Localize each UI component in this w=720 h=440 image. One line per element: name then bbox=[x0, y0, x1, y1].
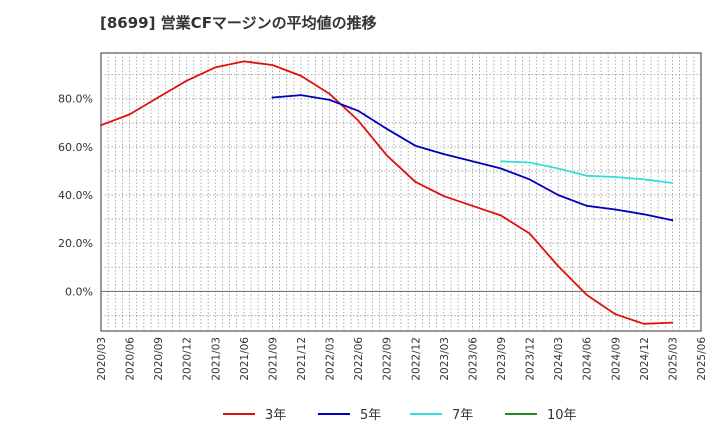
y-tick-label: 0.0% bbox=[65, 285, 93, 298]
y-tick-label: 40.0% bbox=[58, 189, 93, 202]
x-tick-label: 2022/12 bbox=[410, 337, 422, 381]
legend-label: 7年 bbox=[452, 408, 473, 423]
x-tick-label: 2022/09 bbox=[382, 337, 394, 381]
x-tick-label: 2020/09 bbox=[153, 337, 165, 381]
x-tick-label: 2024/09 bbox=[610, 337, 622, 381]
series-line bbox=[271, 94, 674, 222]
x-tick-label: 2023/12 bbox=[525, 337, 537, 381]
y-tick-label: 80.0% bbox=[58, 93, 93, 106]
x-tick-label: 2024/06 bbox=[582, 337, 594, 381]
x-tick-label: 2021/06 bbox=[239, 337, 251, 381]
plot-area bbox=[100, 52, 702, 332]
x-axis-ticks: 2020/03 2020/06 2020/09 2020/12 2021/03 2021/… bbox=[96, 337, 708, 381]
x-tick-label: 2021/12 bbox=[296, 337, 308, 381]
grid-horizontal bbox=[101, 74, 701, 316]
x-tick-label: 2023/06 bbox=[467, 337, 479, 381]
grid-vertical bbox=[107, 53, 695, 331]
y-tick-label: 20.0% bbox=[58, 237, 93, 250]
legend-label: 10年 bbox=[547, 408, 577, 423]
x-tick-label: 2025/03 bbox=[667, 337, 679, 381]
x-tick-label: 2024/03 bbox=[553, 337, 565, 381]
x-tick-label: 2020/12 bbox=[182, 337, 194, 381]
x-tick-label: 2024/12 bbox=[639, 337, 651, 381]
chart-title: [8699] 営業CFマージンの平均値の推移 bbox=[100, 14, 377, 32]
series-line bbox=[100, 60, 674, 325]
x-tick-label: 2020/03 bbox=[96, 337, 108, 381]
x-tick-label: 2023/03 bbox=[439, 337, 451, 381]
legend-label: 3年 bbox=[265, 408, 286, 423]
x-tick-label: 2025/06 bbox=[696, 337, 708, 381]
x-tick-label: 2020/06 bbox=[125, 337, 137, 381]
y-axis-ticks: 0.0% 20.0% 40.0% 60.0% 80.0% bbox=[58, 93, 93, 299]
x-tick-label: 2021/09 bbox=[267, 337, 279, 381]
legend-label: 5年 bbox=[360, 408, 381, 423]
x-tick-label: 2022/03 bbox=[325, 337, 337, 381]
series-line bbox=[500, 160, 674, 184]
legend: 3年 5年 7年 10年 bbox=[223, 408, 577, 423]
x-tick-label: 2023/09 bbox=[496, 337, 508, 381]
series-lines bbox=[100, 60, 674, 325]
x-tick-label: 2022/06 bbox=[353, 337, 365, 381]
x-tick-label: 2021/03 bbox=[210, 337, 222, 381]
y-tick-label: 60.0% bbox=[58, 141, 93, 154]
